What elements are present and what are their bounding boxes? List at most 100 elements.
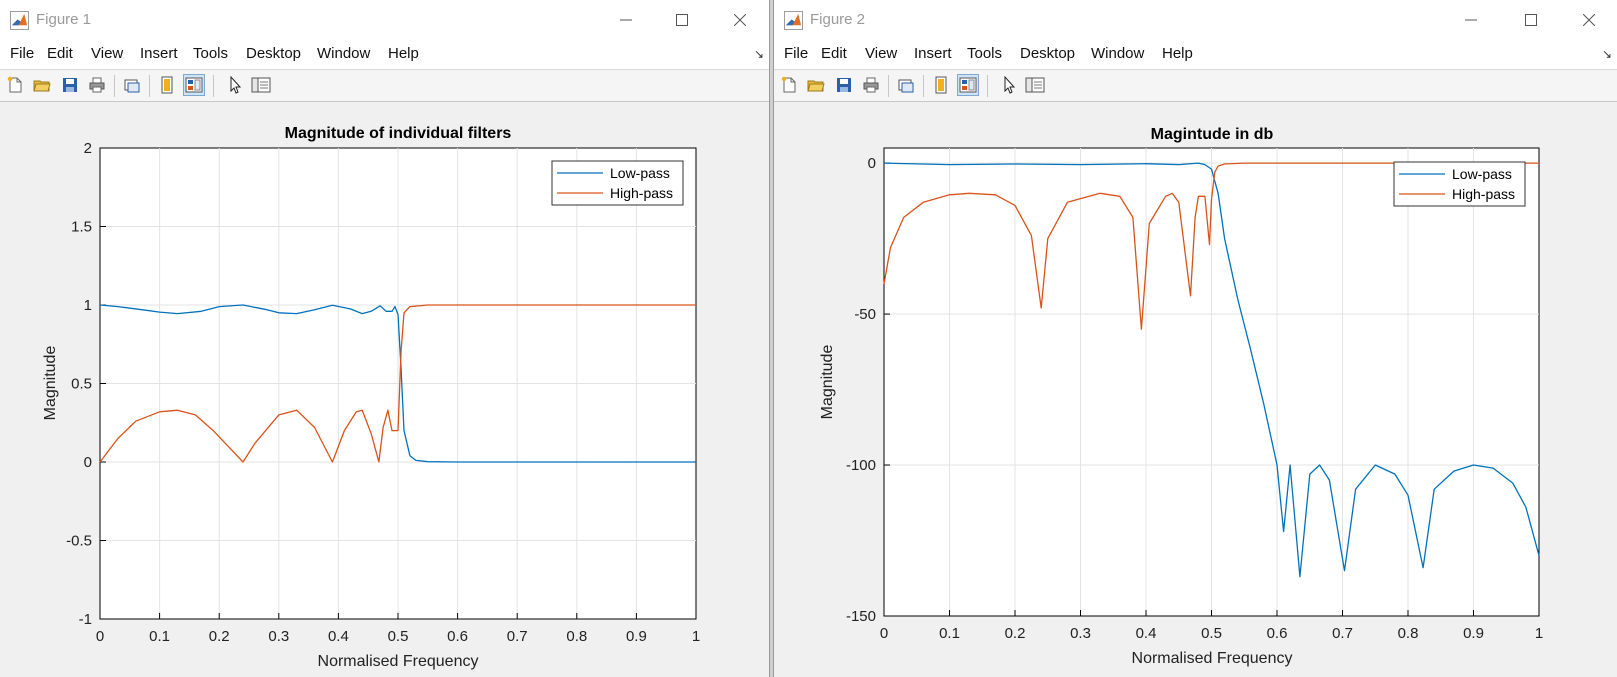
y-tick-label: 0	[868, 155, 876, 172]
x-tick-label: 0.8	[1398, 625, 1419, 642]
y-tick-label: -100	[846, 457, 876, 474]
save-icon[interactable]	[833, 74, 855, 96]
toolbar	[774, 70, 1617, 102]
legend-highpass-label: High-pass	[610, 185, 673, 201]
x-tick-label: 1	[692, 628, 700, 645]
chart-title: Magnitude of individual filters	[285, 125, 512, 142]
menu-window[interactable]: Window	[317, 45, 371, 62]
x-tick-label: 0.4	[328, 628, 349, 645]
title-bar[interactable]: Figure 2	[774, 0, 1617, 40]
x-tick-label: 0.9	[1463, 625, 1484, 642]
legend[interactable]: Low-pass High-pass	[551, 160, 684, 206]
hide-plot-tools-icon[interactable]	[930, 74, 952, 96]
maximize-button[interactable]	[667, 6, 697, 34]
legend-box	[551, 160, 684, 206]
x-tick-label: 0.3	[268, 628, 289, 645]
edit-plot-icon[interactable]	[224, 74, 246, 96]
y-tick-label: 0.5	[71, 376, 92, 393]
menu-file[interactable]: File	[784, 45, 809, 62]
matlab-icon	[784, 11, 803, 30]
x-tick-label: 0	[96, 628, 104, 645]
link-plot-icon[interactable]	[895, 74, 917, 96]
plot-area[interactable]: 0 0.1 0.2 0.3 0.4 0.5 0.6 0.7 0.8 0.9 1 -1 -0.5 0 0.5 1…	[0, 100, 770, 677]
x-tick-label: 0.4	[1136, 625, 1157, 642]
x-tick-label: 0.6	[447, 628, 468, 645]
x-tick-label: 0.5	[388, 628, 409, 645]
menu-desktop[interactable]: Desktop	[246, 45, 302, 62]
x-tick-label: 0.6	[1267, 625, 1288, 642]
maximize-button[interactable]	[1516, 6, 1546, 34]
x-tick-label: 0.9	[626, 628, 647, 645]
x-tick-label: 0.7	[507, 628, 528, 645]
new-figure-icon[interactable]	[778, 74, 800, 96]
y-tick-label: -1	[79, 611, 92, 628]
toolbar	[0, 70, 769, 102]
legend-lowpass-label: Low-pass	[1452, 166, 1512, 182]
y-axis-label: Magnitude	[819, 345, 836, 420]
print-icon[interactable]	[860, 74, 882, 96]
highpass-series-line	[99, 304, 696, 463]
save-icon[interactable]	[59, 74, 81, 96]
menu-insert[interactable]: Insert	[914, 45, 952, 62]
menu-edit[interactable]: Edit	[47, 45, 73, 62]
chart-title: Magintude in db	[1151, 126, 1274, 143]
menu-file[interactable]: File	[10, 45, 35, 62]
menu-help[interactable]: Help	[1162, 45, 1193, 62]
minimize-button[interactable]	[1456, 6, 1486, 34]
link-plot-icon[interactable]	[121, 74, 143, 96]
print-icon[interactable]	[86, 74, 108, 96]
x-tick-label: 0.2	[1005, 625, 1026, 642]
x-axis-label: Normalised Frequency	[1132, 650, 1293, 667]
figure-2-window: Figure 2 File Edit View Insert Tools Des…	[773, 0, 1617, 677]
show-plot-tools-icon[interactable]	[183, 74, 205, 96]
menu-help[interactable]: Help	[388, 45, 419, 62]
lowpass-series-line	[883, 162, 1540, 578]
x-tick-label: 1	[1535, 625, 1543, 642]
menu-edit[interactable]: Edit	[821, 45, 847, 62]
plot-area[interactable]: 0 0.1 0.2 0.3 0.4 0.5 0.6 0.7 0.8 0.9 1 -150 -100 -50…	[774, 100, 1617, 677]
dock-arrow-icon[interactable]: ↘	[1602, 47, 1613, 61]
y-tick-label: -50	[854, 306, 876, 323]
y-tick-label: 1.5	[71, 219, 92, 236]
dock-arrow-icon[interactable]: ↘	[754, 47, 765, 61]
show-plot-tools-icon[interactable]	[957, 74, 979, 96]
minimize-button[interactable]	[611, 6, 641, 34]
edit-plot-icon[interactable]	[998, 74, 1020, 96]
hide-plot-tools-icon[interactable]	[156, 74, 178, 96]
x-tick-label: 0.2	[209, 628, 230, 645]
legend-highpass-label: High-pass	[1452, 186, 1515, 202]
open-file-icon[interactable]	[805, 74, 827, 96]
open-file-icon[interactable]	[31, 74, 53, 96]
menu-bar: File Edit View Insert Tools Desktop Wind…	[774, 40, 1617, 70]
menu-tools[interactable]: Tools	[967, 45, 1003, 62]
y-tick-label: 1	[84, 297, 92, 314]
y-tick-label: 2	[84, 140, 92, 157]
menu-view[interactable]: View	[865, 45, 898, 62]
menu-window[interactable]: Window	[1091, 45, 1145, 62]
matlab-icon	[10, 11, 29, 30]
legend[interactable]: Low-pass High-pass	[1393, 161, 1526, 207]
menu-desktop[interactable]: Desktop	[1020, 45, 1076, 62]
y-tick-label: -150	[846, 608, 876, 625]
title-bar[interactable]: Figure 1	[0, 0, 769, 40]
new-figure-icon[interactable]	[4, 74, 26, 96]
legend-box	[1393, 161, 1526, 207]
menu-tools[interactable]: Tools	[193, 45, 229, 62]
legend-lowpass-label: Low-pass	[610, 165, 670, 181]
y-tick-label: -0.5	[66, 533, 92, 550]
property-inspector-icon[interactable]	[250, 74, 272, 96]
x-tick-label: 0	[880, 625, 888, 642]
x-tick-label: 0.1	[149, 628, 170, 645]
close-button[interactable]	[1574, 6, 1604, 34]
x-tick-label: 0.3	[1070, 625, 1091, 642]
x-axis-label: Normalised Frequency	[318, 653, 479, 670]
figure-1-window: Figure 1 File Edit View Insert Tools Des…	[0, 0, 770, 677]
menu-view[interactable]: View	[91, 45, 124, 62]
close-button[interactable]	[725, 6, 755, 34]
highpass-series-line	[883, 162, 1539, 330]
window-title: Figure 1	[36, 11, 92, 28]
property-inspector-icon[interactable]	[1024, 74, 1046, 96]
x-tick-label: 0.7	[1332, 625, 1353, 642]
menu-insert[interactable]: Insert	[140, 45, 178, 62]
y-tick-label: 0	[84, 454, 92, 471]
